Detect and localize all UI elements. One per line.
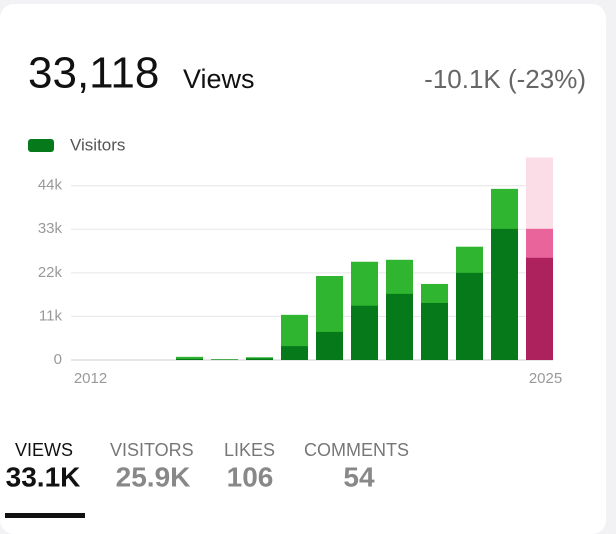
- bar: [281, 346, 308, 360]
- tab-label[interactable]: LIKES: [224, 440, 275, 460]
- x-tick-label: 2012: [74, 370, 107, 387]
- change: -10.1K (-23%): [424, 64, 586, 94]
- tab-label[interactable]: COMMENTS: [304, 440, 409, 460]
- total: 33,118: [28, 49, 159, 98]
- tab-value[interactable]: 25.9K: [116, 461, 191, 492]
- unit: Views: [183, 64, 255, 94]
- chart: 33,118 Views -10.1K (-23%) Visitors 0 11k 2…: [0, 0, 616, 518]
- bar: [526, 258, 553, 360]
- bar: [316, 332, 343, 360]
- tab-value[interactable]: 33.1K: [6, 461, 81, 492]
- page: 33,118 Views -10.1K (-23%) Visitors 0 11k 2…: [0, 0, 616, 518]
- y-tick-label: 0: [54, 351, 62, 368]
- tab-label[interactable]: VISITORS: [110, 440, 194, 460]
- legend-swatch: [28, 139, 54, 152]
- tab-label[interactable]: VIEWS: [15, 440, 73, 460]
- bar: [351, 306, 378, 360]
- y-tick-label: 11k: [39, 307, 63, 324]
- y-tick-label: 44k: [38, 177, 63, 194]
- tab-underline: [5, 513, 85, 518]
- y-tick-label: 22k: [38, 264, 63, 281]
- tab-value[interactable]: 106: [227, 461, 274, 492]
- bar: [421, 303, 448, 360]
- tab-value[interactable]: 54: [343, 461, 375, 492]
- bar: [491, 229, 518, 360]
- legend-label: Visitors: [70, 135, 125, 154]
- bar: [386, 294, 413, 360]
- x-tick-label: 2025: [529, 370, 562, 387]
- bar: [176, 359, 203, 360]
- y-tick-label: 33k: [38, 220, 63, 237]
- bar: [456, 273, 483, 360]
- bar: [246, 358, 273, 360]
